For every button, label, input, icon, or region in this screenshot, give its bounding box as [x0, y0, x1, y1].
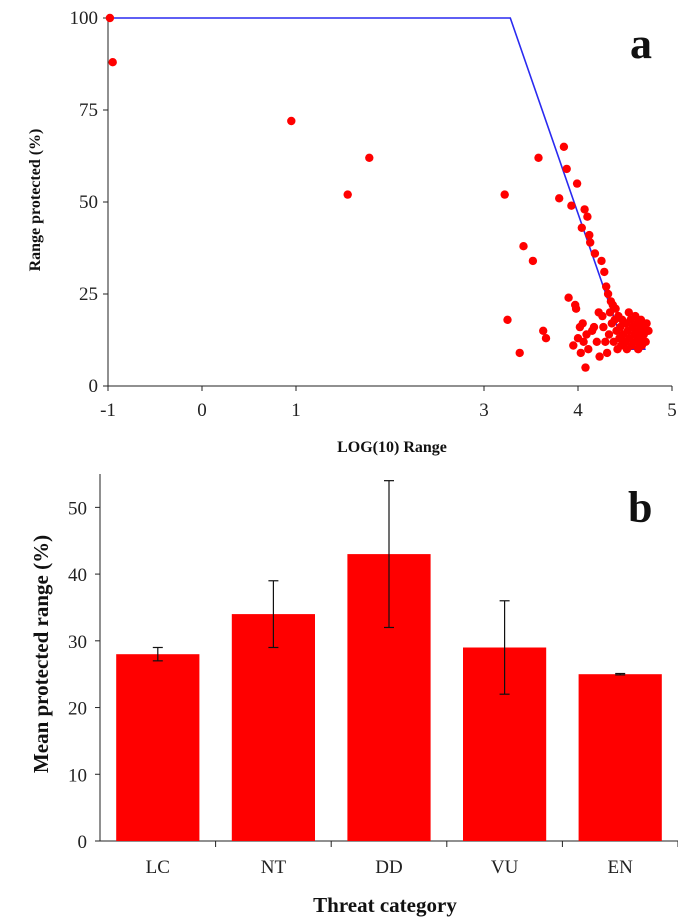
panel-a-data-point — [589, 322, 599, 332]
panel-a-data-point — [602, 348, 612, 358]
panel-b-error-bars — [152, 480, 626, 695]
panel-a-data-point — [569, 341, 578, 350]
panel-a-label: a — [630, 19, 652, 68]
panel-a-x-axis-title: LOG(10) Range — [337, 439, 447, 456]
panel-a-data-point — [555, 194, 564, 203]
panel-a-data-point — [564, 293, 573, 302]
panel-a-data-point — [576, 348, 585, 358]
panel-b-bar — [578, 674, 662, 841]
panel-b-y-tick-label: 30 — [68, 632, 87, 653]
panel-a-data-point — [604, 330, 614, 339]
panel-b-y-axis-title: Mean protected range (%) — [29, 535, 53, 773]
panel-a-data-point — [577, 223, 586, 232]
panel-b-x-axis-title: Threat category — [313, 893, 457, 917]
panel-a-data-point — [597, 256, 606, 266]
panel-b-y-tick-label: 50 — [68, 498, 87, 519]
panel-a-data-point — [586, 238, 595, 247]
panel-a-x-tick-label: 1 — [291, 400, 301, 421]
panel-a-x-tick-label: 0 — [197, 400, 207, 421]
panel-a-data-point — [595, 352, 604, 361]
panel-a-data-point — [580, 205, 589, 214]
panel-b-category-label: NT — [261, 857, 287, 878]
panel-a-y-tick-label: 50 — [79, 192, 98, 213]
panel-a-y-tick-label: 100 — [70, 8, 99, 29]
panel-b-category-label: VU — [491, 857, 519, 878]
panel-a-y-tick-label: 75 — [79, 100, 98, 121]
panel-a-data-point — [592, 337, 601, 346]
panel-a-x-tick-label: 5 — [667, 400, 677, 421]
panel-b-x-ticks: LC NT DD VU EN — [146, 841, 678, 878]
panel-b-label: b — [628, 483, 652, 532]
panel-b-y-tick-label: 40 — [68, 565, 87, 586]
panel-b-category-label: EN — [608, 857, 634, 878]
panel-a-data-point — [641, 337, 650, 346]
panel-a-x-tick-label: -1 — [100, 400, 116, 421]
panel-a-points — [105, 13, 653, 372]
panel-a-data-point — [559, 142, 569, 151]
panel-a-data-point — [567, 201, 576, 210]
panel-a-x-tick-label: 3 — [479, 400, 489, 421]
panel-a-data-point — [571, 304, 581, 313]
panel-a-data-point — [105, 13, 115, 23]
panel-a-data-point — [602, 282, 611, 291]
panel-a-data-point — [343, 190, 352, 199]
panel-a-data-point — [287, 116, 296, 126]
panel-a-y-ticks: 0 25 50 75 100 — [70, 8, 108, 397]
panel-a-data-point — [541, 334, 551, 343]
panel-a-data-point — [585, 230, 594, 240]
panel-b-y-tick-label: 10 — [68, 765, 87, 786]
panel-b-bar — [116, 654, 200, 841]
panel-a-data-point — [624, 308, 633, 317]
panel-a-data-point — [500, 190, 509, 199]
panel-b-category-label: LC — [146, 857, 170, 878]
panel-a-x-tick-label: 4 — [573, 400, 583, 421]
panel-a-data-point — [578, 319, 587, 328]
panel-a-data-point — [108, 58, 117, 67]
panel-a-data-point — [599, 322, 608, 332]
panel-a-data-point — [600, 267, 609, 277]
panel-a-data-point — [598, 311, 607, 321]
panel-a-data-point — [528, 256, 538, 266]
panel-a-data-point — [584, 345, 593, 354]
panel-a-y-tick-label: 0 — [89, 376, 99, 397]
panel-a-data-point — [365, 153, 374, 162]
panel-b-category-label: DD — [375, 857, 402, 878]
panel-a-data-point — [515, 348, 524, 358]
panel-a-data-point — [644, 326, 653, 335]
panel-a-data-point — [519, 242, 528, 251]
panel-a-data-point — [534, 153, 543, 162]
panel-b-bar — [231, 614, 315, 841]
panel-a-data-point — [590, 249, 600, 258]
panel-a-y-tick-label: 25 — [79, 284, 98, 305]
panel-a-data-point — [579, 337, 588, 346]
panel-a-data-point — [581, 363, 590, 372]
panel-a-data-point — [642, 319, 651, 328]
panel-a-data-point — [601, 337, 610, 346]
panel-a-data-point — [572, 179, 582, 188]
panel-b-y-tick-label: 20 — [68, 699, 87, 720]
panel-a-x-ticks: -1 0 1 3 4 5 — [100, 386, 677, 421]
panel-a-data-point — [583, 212, 592, 221]
panel-a-data-point — [603, 289, 613, 299]
panel-a-data-point — [562, 164, 571, 174]
panel-a-data-point — [503, 315, 512, 324]
panel-b-bar-chart: 0 10 20 30 40 50 LC NT DD VU EN Threat category M… — [29, 474, 678, 917]
panel-a-y-axis-title: Range protected (%) — [27, 129, 44, 272]
panel-b-y-ticks: 0 10 20 30 40 50 — [68, 498, 100, 853]
panel-b-y-tick-label: 0 — [78, 832, 88, 853]
panel-b-bars — [116, 554, 662, 841]
panel-a-data-point — [539, 326, 548, 335]
panel-a-data-point — [611, 304, 620, 313]
